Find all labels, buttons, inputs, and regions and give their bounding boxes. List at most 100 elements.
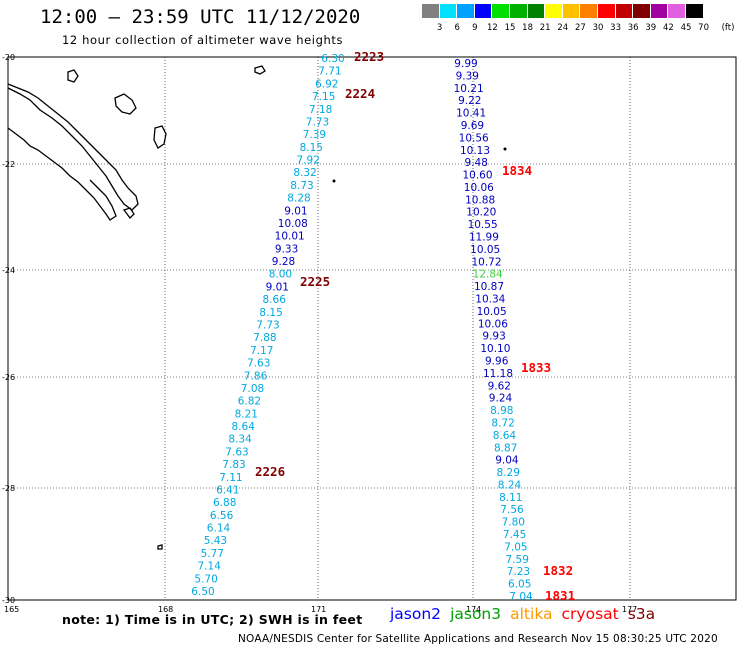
time-label: 1832 <box>543 563 573 578</box>
wave-height-value: 10.21 <box>454 83 484 95</box>
wave-height-value: 7.11 <box>219 472 242 484</box>
wave-height-value: 8.98 <box>490 405 513 417</box>
wave-height-value: 8.21 <box>235 408 258 420</box>
wave-height-value: 6.56 <box>210 510 234 522</box>
wave-height-value: 8.29 <box>497 467 520 479</box>
satellite-altika: altika <box>510 605 553 623</box>
time-label: 1831 <box>545 588 575 603</box>
satellite-jason2: jason2 <box>390 605 442 623</box>
islet-dot <box>332 179 336 183</box>
wave-height-value: 10.88 <box>465 194 495 206</box>
wave-height-value: 7.23 <box>507 566 530 578</box>
legend-label: 21 <box>539 23 551 33</box>
satellite-s3a: s3a <box>627 605 656 623</box>
islet-north <box>254 65 266 75</box>
legend-swatch <box>562 4 581 18</box>
time-label: 2225 <box>300 274 330 289</box>
wave-height-value: 6.30 <box>321 53 344 65</box>
new-caledonia-south-coast <box>7 127 117 221</box>
wave-height-value: 7.18 <box>309 104 332 116</box>
satellite-jason3: jason3 <box>450 605 502 623</box>
legend-swatch <box>527 4 546 18</box>
wave-height-value: 10.05 <box>470 244 500 256</box>
wave-height-value: 12.84 <box>473 269 503 281</box>
wave-height-value: 8.87 <box>494 442 517 454</box>
east-track-values: 9.999.3910.219.2210.419.6910.5610.139.48… <box>454 58 533 603</box>
color-legend: 3 6 9 12 15 18 21 24 27 30 33 36 39 42 45 70 (ft) <box>422 4 734 35</box>
time-label: 1833 <box>521 360 551 375</box>
wave-height-value: 6.41 <box>216 485 239 497</box>
legend-swatch <box>685 4 704 18</box>
wave-height-value: 9.69 <box>461 120 484 132</box>
legend-label: 18 <box>522 23 534 33</box>
legend-unit: (ft) <box>721 23 735 33</box>
wave-height-value: 8.72 <box>491 418 514 430</box>
legend-label: 9 <box>472 23 478 33</box>
map-frame <box>7 56 737 601</box>
loyalty-island-ouvea <box>67 69 79 83</box>
legend-swatch <box>422 4 440 18</box>
wave-height-value: 8.66 <box>263 294 287 306</box>
wave-height-value: 9.48 <box>465 157 488 169</box>
wave-height-value: 8.28 <box>287 193 310 205</box>
wave-height-value: 8.34 <box>228 434 252 446</box>
wave-height-value: 7.73 <box>256 320 279 332</box>
lat-label: -24 <box>2 266 15 275</box>
legend-label: 12 <box>486 23 498 33</box>
wave-height-value: 10.10 <box>480 343 510 355</box>
wave-height-value: 10.06 <box>478 318 508 330</box>
wave-height-value: 8.64 <box>232 421 256 433</box>
time-label: 2223 <box>354 49 384 64</box>
wave-height-value: 7.71 <box>318 66 341 78</box>
wave-height-value: 7.92 <box>297 155 320 167</box>
legend-label: 24 <box>557 23 569 33</box>
wave-height-value: 10.13 <box>460 145 490 157</box>
legend-label: 70 <box>698 23 710 33</box>
legend-swatch <box>457 4 475 18</box>
wave-height-value: 8.15 <box>300 142 323 154</box>
wave-height-value: 6.92 <box>315 78 338 90</box>
wave-height-value: 9.39 <box>456 70 479 82</box>
legend-label: 6 <box>454 23 460 33</box>
new-caledonia-coast <box>7 83 139 211</box>
legend-swatch <box>509 4 528 18</box>
wave-height-value: 6.14 <box>207 523 231 535</box>
wave-height-value: 8.73 <box>290 180 313 192</box>
west-track-values: 6.307.716.927.157.187.737.398.157.928.32… <box>191 53 344 598</box>
wave-height-value: 9.24 <box>489 393 513 405</box>
wave-height-value: 9.96 <box>485 356 509 368</box>
wave-height-value: 8.15 <box>259 307 282 319</box>
wave-height-value: 11.18 <box>483 368 513 380</box>
wave-height-value: 6.88 <box>213 497 236 509</box>
wave-height-value: 7.04 <box>509 591 533 603</box>
legend-label: 42 <box>662 23 674 33</box>
lon-label: 177 <box>622 605 637 614</box>
legend-swatch <box>633 4 651 18</box>
lon-label: 174 <box>466 605 481 614</box>
legend-swatch <box>650 4 669 18</box>
wave-height-value: 6.82 <box>238 396 261 408</box>
chart-subtitle: 12 hour collection of altimeter wave hei… <box>62 33 344 47</box>
coastline <box>7 65 266 550</box>
legend-swatch <box>474 4 493 18</box>
legend-swatch <box>545 4 563 18</box>
lat-label: -22 <box>2 160 15 169</box>
grid-lines <box>8 57 736 600</box>
wave-height-value: 11.99 <box>469 232 499 244</box>
legend-swatch <box>580 4 598 18</box>
wave-height-value: 7.08 <box>241 383 264 395</box>
wave-height-value: 9.04 <box>495 455 519 467</box>
legend-label: 15 <box>504 23 516 33</box>
lon-label: 165 <box>4 605 19 614</box>
wave-height-value: 10.20 <box>466 207 496 219</box>
wave-height-value: 9.62 <box>488 380 511 392</box>
wave-height-value: 8.32 <box>293 167 316 179</box>
wave-height-value: 9.28 <box>272 256 295 268</box>
lat-label: -20 <box>2 53 15 62</box>
wave-height-value: 10.01 <box>275 231 305 243</box>
legend-swatch <box>668 4 686 18</box>
longitude-labels: 165 168 171 174 177 <box>4 605 637 614</box>
legend-swatch <box>615 4 634 18</box>
loyalty-island-lifou <box>114 93 137 115</box>
